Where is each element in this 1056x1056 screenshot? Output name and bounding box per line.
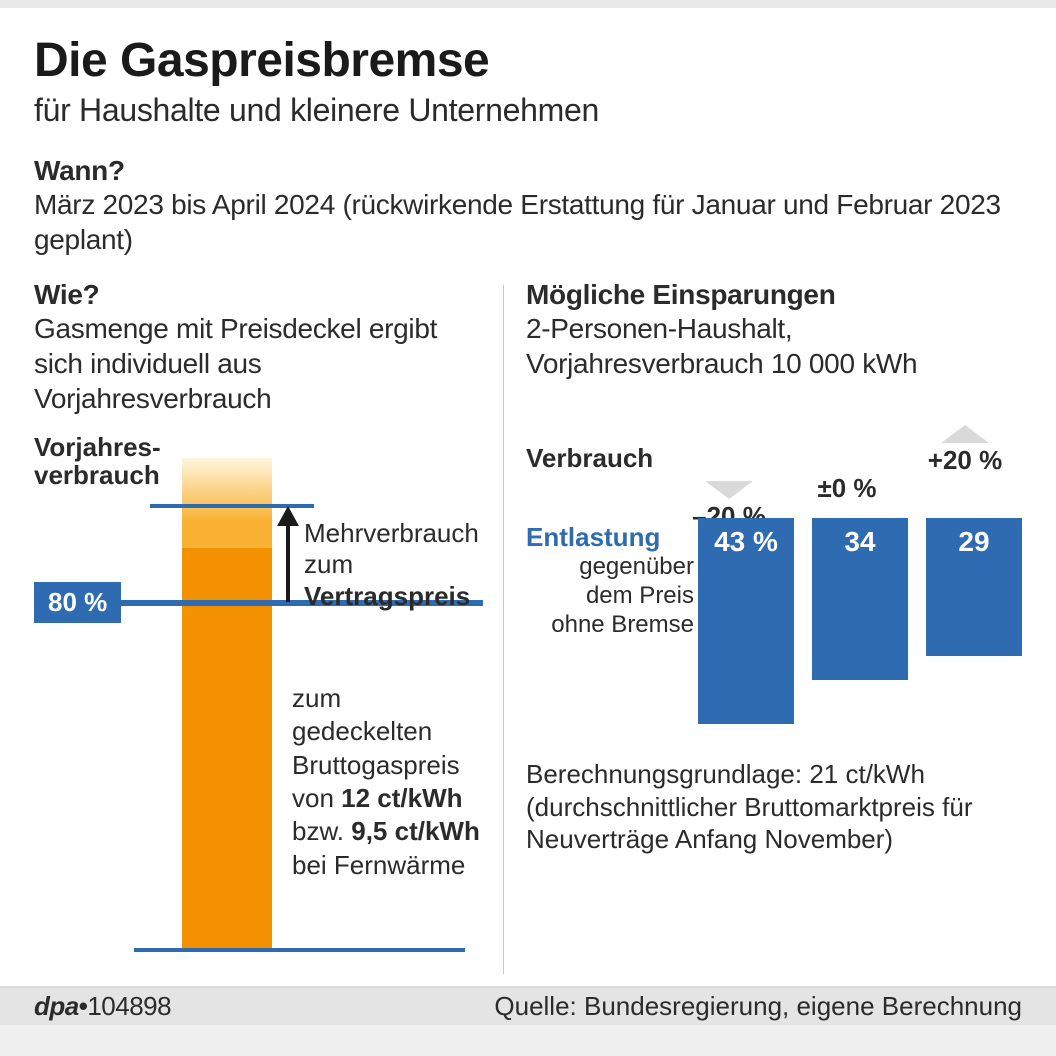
calc-note: Berechnungsgrundlage: 21 ct/kWh (durchsc…: [526, 758, 1022, 856]
bar-diagram: Vorjahres- verbrauch 80 % Mehrverbrauch: [34, 434, 483, 974]
scenario-col-2: +20 %: [908, 425, 1022, 476]
verbrauch-label: Verbrauch: [526, 443, 653, 474]
cap-text: zum gedeckelten Bruttogaspreis von 12 ct…: [292, 682, 483, 882]
scenario-delta-1: ±0 %: [817, 473, 876, 504]
baseline: [134, 948, 465, 952]
bottom-edge: [0, 1025, 1056, 1056]
title: Die Gaspreisbremse: [34, 36, 1022, 86]
relief-bar-0: 43 %: [698, 518, 794, 724]
arrow-text: Mehrverbrauch zum Vertragspreis: [304, 518, 483, 612]
triangle-flat-icon: [823, 466, 871, 471]
orange-bar: [182, 458, 272, 952]
bars-row: Entlastung gegenüber dem Preis ohne Brem…: [526, 518, 1022, 736]
wann-text: März 2023 bis April 2024 (rückwirkende E…: [34, 187, 1022, 257]
source: Quelle: Bundesregierung, eigene Berechnu…: [494, 991, 1022, 1022]
arrow-stem-icon: [286, 518, 290, 602]
columns: Wie? Gasmenge mit Preisdeckel ergibt sic…: [34, 279, 1022, 974]
vorjahres-label: Vorjahres- verbrauch: [34, 434, 161, 489]
relief-bars: 43 % 34 29: [694, 518, 1022, 736]
triangle-up-icon: [941, 425, 989, 443]
relief-bar-1: 34: [812, 518, 908, 680]
scenario-col-1: ±0 %: [790, 466, 904, 504]
arrow-head-icon: [277, 506, 299, 526]
wie-text: Gasmenge mit Preisdeckel ergibt sich ind…: [34, 311, 483, 416]
einsparungen-sub: 2-Personen-Haushalt, Vorjahresverbrauch …: [526, 311, 1022, 381]
subtitle: für Haushalte und kleinere Unternehmen: [34, 92, 1022, 129]
triangle-down-icon: [705, 481, 753, 499]
orange-bar-upper: [182, 458, 272, 548]
einsparungen-heading: Mögliche Einsparungen: [526, 279, 1022, 311]
scenario-delta-2: +20 %: [928, 445, 1002, 476]
badge-80pct: 80 %: [34, 582, 121, 623]
brand: dpa•104898: [34, 991, 171, 1022]
col-einsparungen: Mögliche Einsparungen 2-Personen-Haushal…: [504, 279, 1022, 974]
wann-heading: Wann?: [34, 155, 1022, 187]
wie-heading: Wie?: [34, 279, 483, 311]
top-edge: [0, 0, 1056, 8]
relief-bar-2: 29: [926, 518, 1022, 656]
footer: dpa•104898 Quelle: Bundesregierung, eige…: [0, 986, 1056, 1025]
orange-bar-main: [182, 548, 272, 952]
infographic-card: Die Gaspreisbremse für Haushalte und kle…: [0, 8, 1056, 986]
verbrauch-row: Verbrauch –20 % ±0 % +20 %: [526, 425, 1022, 496]
col-wie: Wie? Gasmenge mit Preisdeckel ergibt sic…: [34, 279, 503, 974]
section-wann: Wann? März 2023 bis April 2024 (rückwirk…: [34, 155, 1022, 257]
entlastung-label: Entlastung gegenüber dem Preis ohne Brem…: [526, 518, 694, 736]
